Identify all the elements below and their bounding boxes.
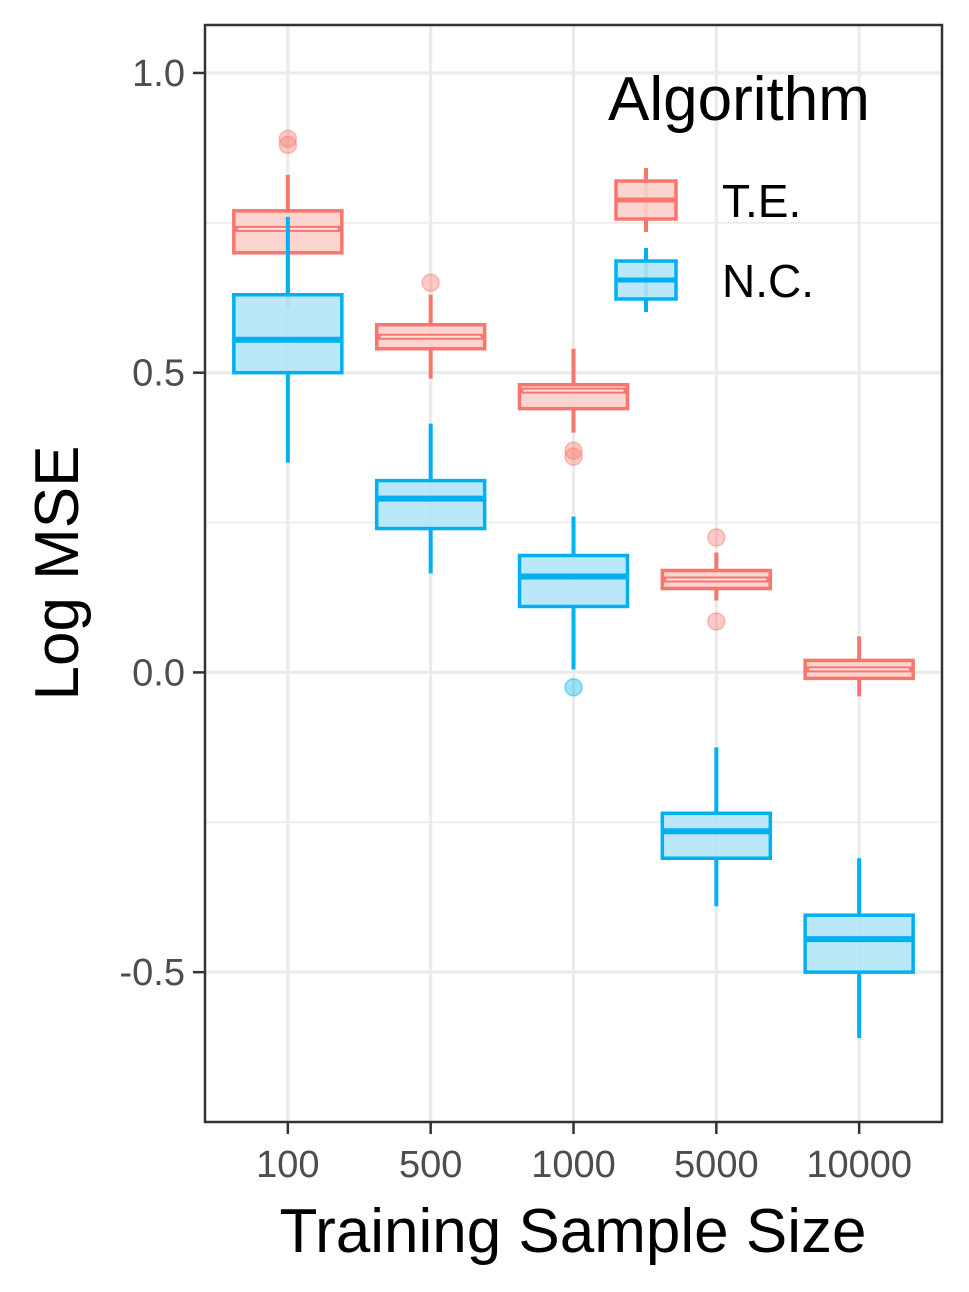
legend-item-te: T.E. bbox=[614, 168, 801, 232]
legend-item-nc: N.C. bbox=[614, 248, 814, 312]
box-te-10000 bbox=[803, 636, 915, 697]
outlier-point bbox=[421, 273, 440, 293]
box-iqr bbox=[232, 293, 344, 375]
legend-label: N.C. bbox=[722, 255, 814, 307]
box-iqr bbox=[517, 553, 630, 609]
x-tick-label: 10000 bbox=[806, 1144, 912, 1186]
box-iqr bbox=[374, 478, 487, 531]
x-axis-title: Training Sample Size bbox=[280, 1197, 867, 1266]
outlier-point bbox=[564, 441, 583, 460]
legend-title: Algorithm bbox=[608, 65, 870, 134]
legend: Algorithm T.E. N.C. bbox=[608, 65, 870, 312]
box-te-5000 bbox=[660, 528, 773, 631]
legend-label: T.E. bbox=[722, 175, 801, 227]
box-nc-500 bbox=[374, 423, 487, 574]
box-nc-100 bbox=[232, 216, 344, 463]
outlier-point bbox=[707, 612, 726, 631]
outlier-point bbox=[278, 129, 298, 149]
box-iqr bbox=[803, 913, 915, 974]
x-axis: 100 500 1000 5000 10000 bbox=[256, 1122, 912, 1186]
y-tick-label: 1.0 bbox=[132, 53, 185, 95]
box-nc-1000 bbox=[517, 516, 630, 697]
x-tick-label: 5000 bbox=[674, 1144, 759, 1186]
box-nc-10000 bbox=[803, 858, 915, 1039]
box-te-500 bbox=[374, 273, 487, 379]
x-tick-label: 500 bbox=[399, 1144, 462, 1186]
y-tick-label: 0.5 bbox=[132, 353, 185, 395]
y-tick-label: 0.0 bbox=[132, 652, 185, 694]
outlier-point bbox=[707, 528, 726, 547]
outlier-point bbox=[278, 135, 298, 155]
x-tick-label: 1000 bbox=[531, 1144, 616, 1186]
box-iqr bbox=[660, 811, 773, 860]
y-axis: -0.5 0.0 0.5 1.0 bbox=[120, 53, 205, 994]
box-te-1000 bbox=[517, 348, 630, 466]
box-series-layer bbox=[232, 129, 915, 1039]
outlier-point bbox=[564, 447, 583, 466]
box-nc-5000 bbox=[660, 747, 773, 907]
y-axis-title: Log MSE bbox=[23, 445, 92, 700]
outlier-point bbox=[564, 678, 583, 697]
y-tick-label: -0.5 bbox=[120, 952, 185, 994]
x-tick-label: 100 bbox=[256, 1144, 319, 1186]
